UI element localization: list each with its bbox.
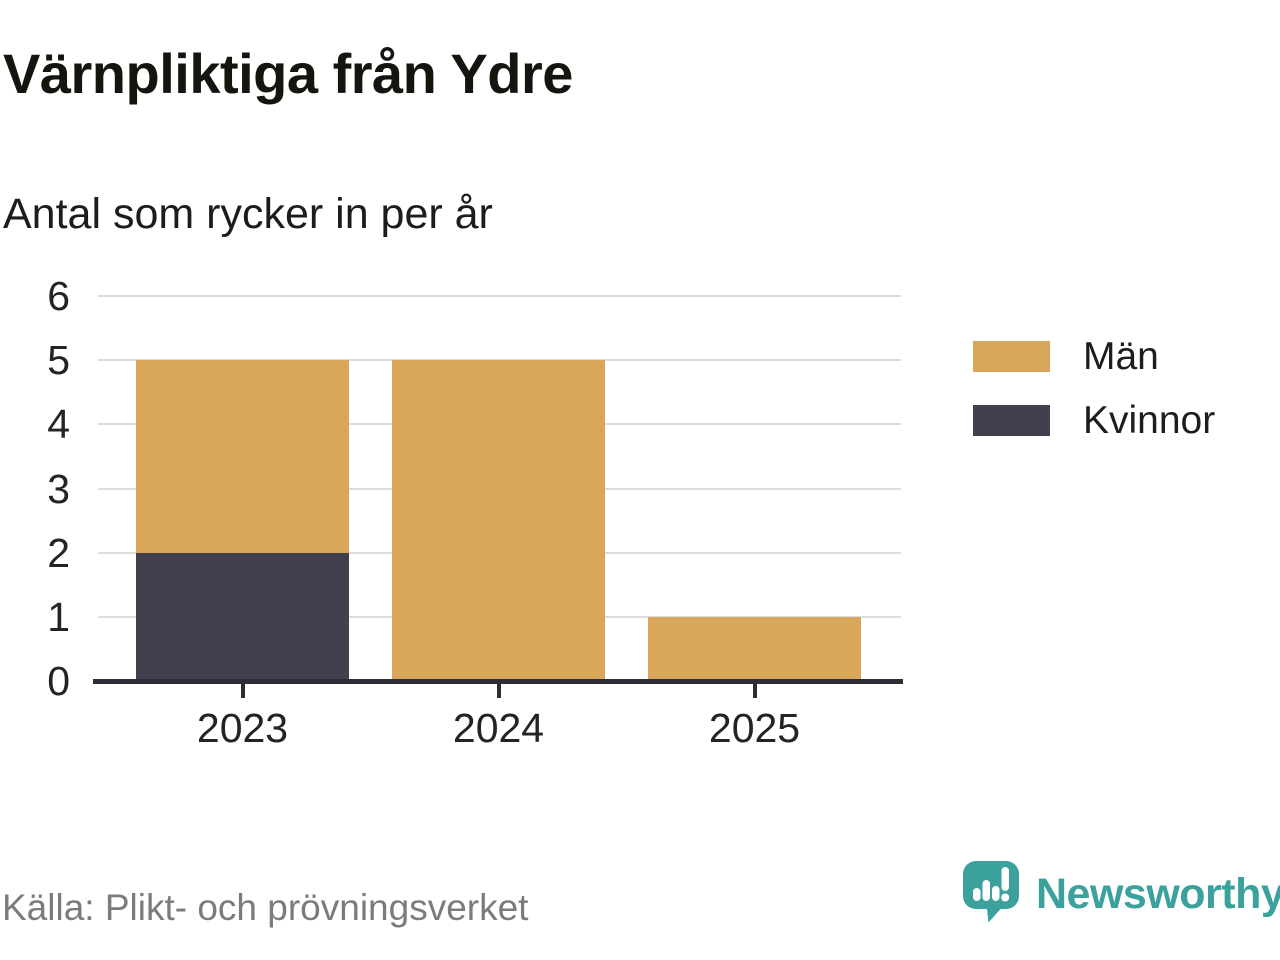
legend-swatch-kvinnor: [973, 405, 1050, 436]
bar-2023-män: [136, 360, 349, 553]
y-tick-label-1: 1: [47, 593, 70, 640]
y-tick-label-4: 4: [47, 401, 70, 448]
y-tick-label-6: 6: [47, 273, 70, 319]
bar-2023-kvinnor: [136, 552, 349, 681]
source-note: Källa: Plikt- och prövningsverket: [2, 887, 529, 928]
y-tick-label-2: 2: [47, 529, 70, 576]
x-tick-2025: [752, 684, 757, 698]
legend-label-män: Män: [1083, 335, 1159, 378]
brand-name: Newsworthy: [1036, 870, 1280, 918]
legend-item-kvinnor: Kvinnor: [973, 401, 1215, 440]
legend-label-kvinnor: Kvinnor: [1083, 399, 1216, 442]
y-tick-label-5: 5: [47, 337, 70, 384]
legend-swatch-män: [973, 341, 1050, 372]
bar-2024-män: [392, 360, 605, 681]
legend-item-män: Män: [973, 337, 1215, 376]
y-tick-label-3: 3: [47, 465, 70, 512]
chart-subtitle: Antal som rycker in per år: [3, 190, 493, 238]
newsworthy-logo: Newsworthy: [963, 860, 1280, 924]
x-axis-line: [93, 679, 903, 684]
x-tick-2023: [240, 684, 245, 698]
x-tick-label-2025: 2025: [708, 705, 801, 751]
chart-title: Värnpliktiga från Ydre: [3, 42, 573, 105]
newsworthy-icon: [963, 861, 1019, 923]
x-tick-label-2024: 2024: [452, 705, 545, 751]
x-tick-label-2023: 2023: [196, 705, 289, 751]
legend: Män Kvinnor: [973, 337, 1215, 465]
x-tick-2024: [496, 684, 501, 698]
gridline-y-6: [98, 295, 901, 297]
y-tick-label-0: 0: [47, 658, 70, 704]
bar-2025-män: [648, 616, 861, 681]
